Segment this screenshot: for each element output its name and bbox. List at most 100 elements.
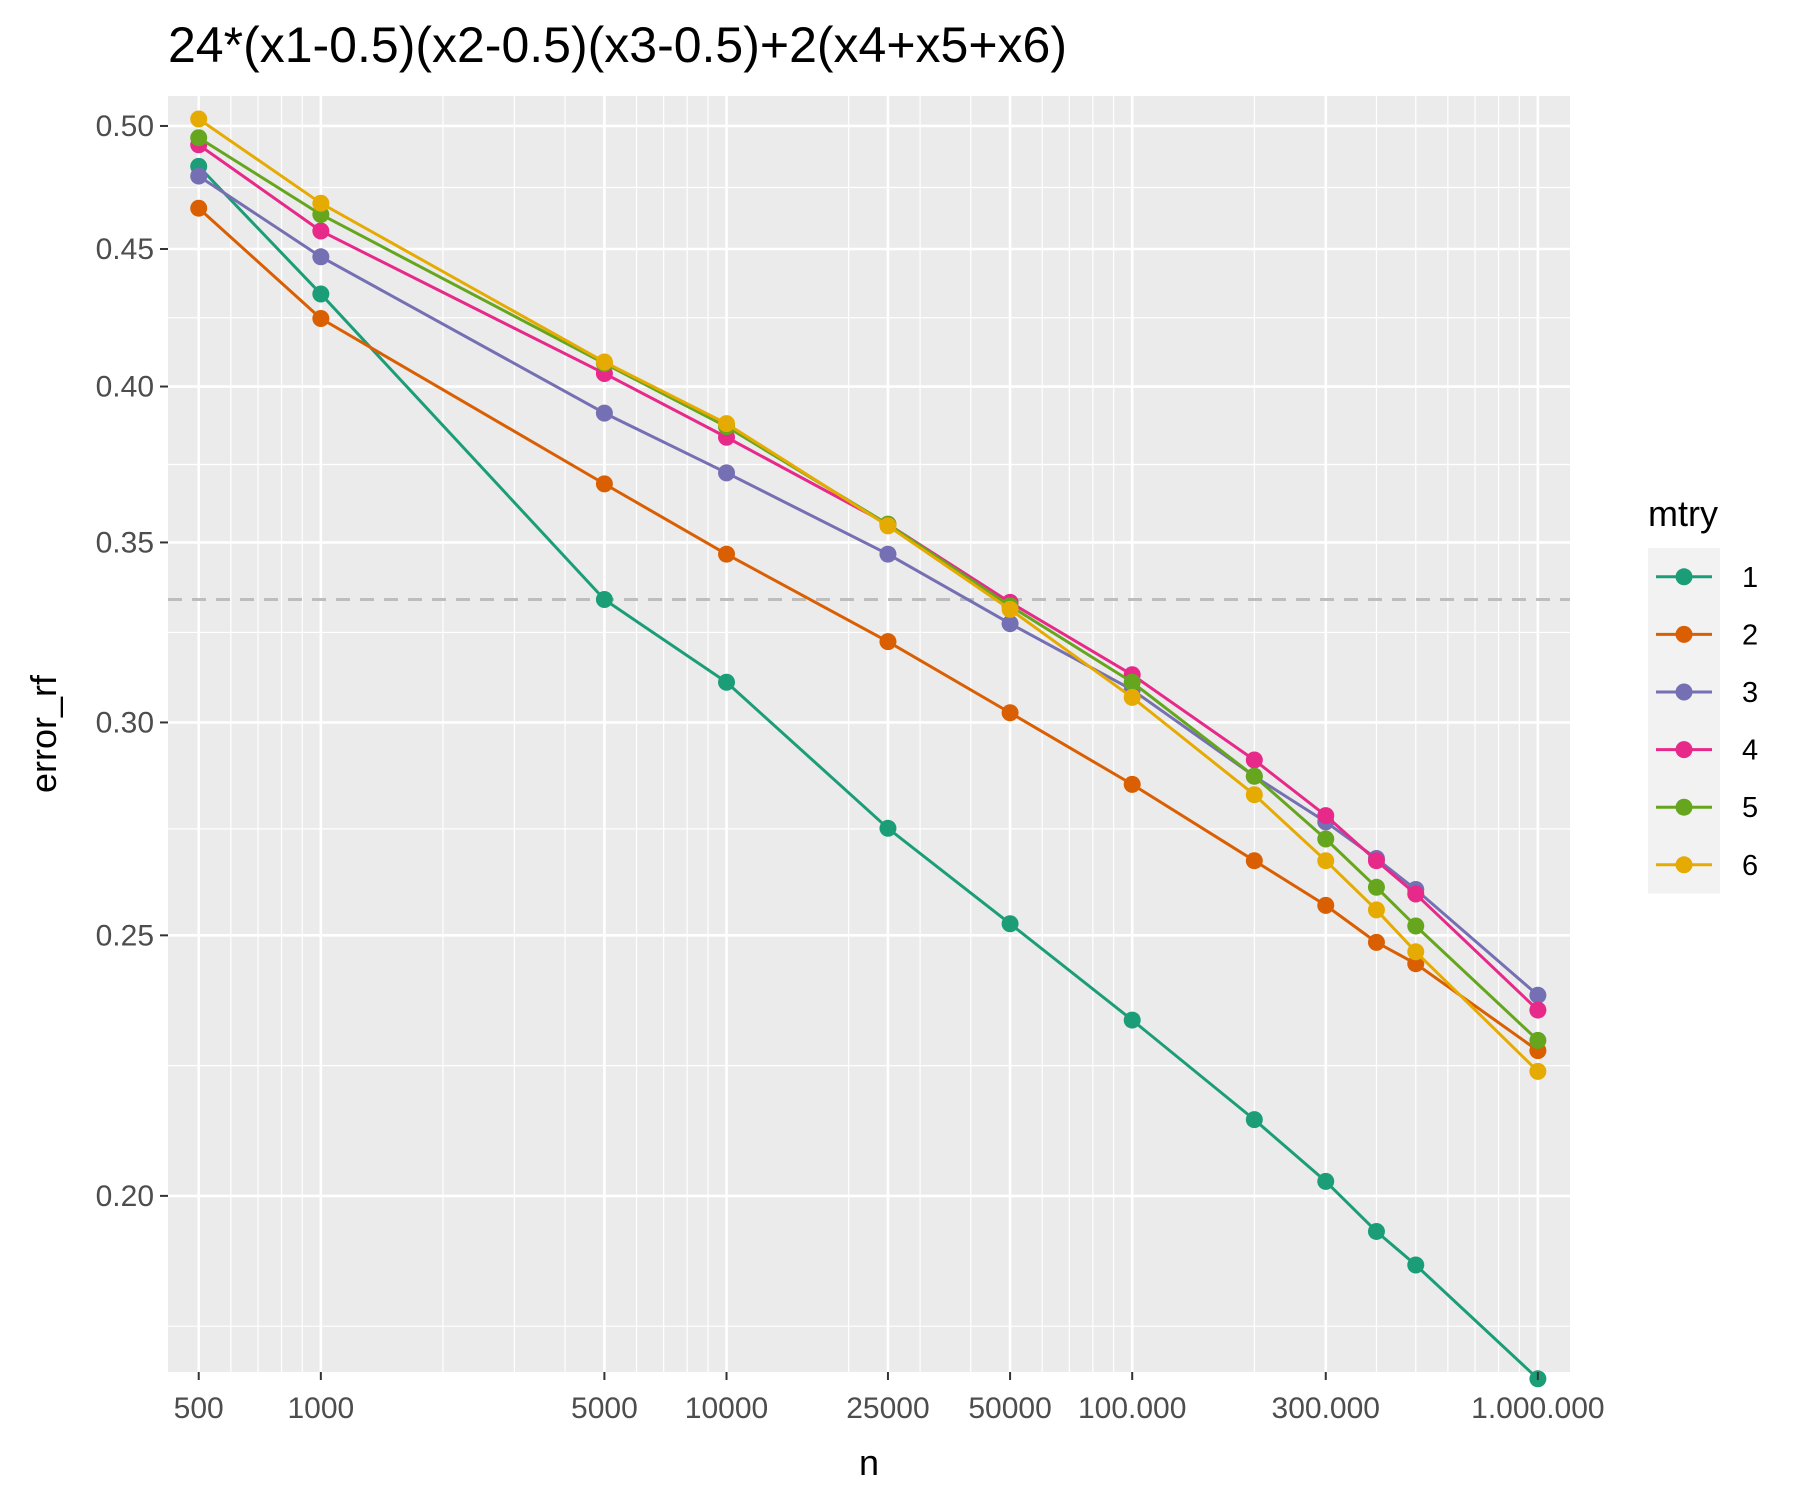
data-point: [1245, 786, 1263, 804]
data-point: [718, 415, 736, 433]
y-tick-label: 0.20: [96, 1180, 154, 1213]
series-mtry-1: [190, 157, 1547, 1388]
x-axis-ticks: 500 1000 5000 10000 25000 50000 100.000 300.000…: [174, 1372, 1605, 1425]
x-tick-label: 5000: [571, 1392, 638, 1425]
data-point: [1123, 775, 1141, 793]
data-point: [1529, 1001, 1547, 1019]
legend-label: 1: [1742, 562, 1758, 594]
data-point: [1407, 943, 1425, 961]
data-point: [1407, 955, 1425, 973]
plot-panel: [168, 96, 1570, 1372]
data-point: [1317, 852, 1335, 870]
series-group: [190, 110, 1547, 1388]
x-tick-label: 100.000: [1078, 1392, 1186, 1425]
legend-item: 6: [1656, 850, 1758, 882]
legend-item: 5: [1656, 792, 1758, 824]
data-point: [312, 309, 330, 327]
data-point: [190, 167, 208, 185]
major-gridlines: [168, 96, 1570, 1372]
x-tick-label: 50000: [968, 1392, 1051, 1425]
data-point: [1367, 901, 1385, 919]
series-line: [197, 165, 1539, 1380]
y-axis-title: error_rf: [23, 674, 64, 793]
data-point: [1001, 704, 1019, 722]
legend-key-point: [1675, 683, 1693, 701]
data-point: [718, 464, 736, 482]
data-point: [1367, 933, 1385, 951]
data-point: [1367, 852, 1385, 870]
series-line: [197, 136, 1539, 1042]
y-tick-label: 0.40: [96, 371, 154, 404]
data-point: [312, 285, 330, 303]
data-point: [312, 194, 330, 212]
data-point: [1407, 917, 1425, 935]
data-point: [190, 129, 208, 147]
series-mtry-6: [190, 110, 1547, 1080]
data-point: [1529, 1031, 1547, 1049]
x-axis-title: n: [859, 1442, 879, 1483]
legend-title: mtry: [1648, 493, 1718, 534]
data-point: [595, 475, 613, 493]
data-point: [718, 545, 736, 563]
data-point: [879, 633, 897, 651]
data-point: [879, 545, 897, 563]
data-point: [312, 222, 330, 240]
legend: 1 2 3 4 5 6: [1648, 548, 1758, 894]
x-tick-label: 500: [174, 1392, 224, 1425]
data-point: [1245, 852, 1263, 870]
data-point: [1529, 986, 1547, 1004]
legend-label: 4: [1742, 735, 1758, 767]
legend-key-point: [1675, 856, 1693, 874]
data-point: [1001, 615, 1019, 633]
x-tick-label: 1000: [287, 1392, 354, 1425]
y-tick-label: 0.25: [96, 919, 154, 952]
data-point: [1317, 830, 1335, 848]
data-point: [1317, 1172, 1335, 1190]
data-point: [595, 404, 613, 422]
legend-key-background: [1648, 548, 1720, 894]
data-point: [1123, 688, 1141, 706]
data-point: [190, 199, 208, 217]
data-point: [1245, 767, 1263, 785]
data-point: [718, 673, 736, 691]
data-point: [190, 110, 208, 128]
data-point: [1317, 896, 1335, 914]
data-point: [879, 517, 897, 535]
data-point: [1123, 1011, 1141, 1029]
legend-item: 2: [1656, 619, 1758, 651]
data-point: [1529, 1062, 1547, 1080]
data-point: [1367, 1222, 1385, 1240]
y-tick-label: 0.45: [96, 233, 154, 266]
series-mtry-2: [190, 199, 1547, 1060]
y-axis-ticks: 0.20 0.25 0.30 0.35 0.40 0.45 0.50: [96, 110, 168, 1213]
x-tick-label: 1.000.000: [1471, 1392, 1604, 1425]
data-point: [1245, 1111, 1263, 1129]
data-point: [1123, 673, 1141, 691]
data-point: [1407, 1256, 1425, 1274]
legend-key-point: [1675, 741, 1693, 759]
legend-key-point: [1675, 798, 1693, 816]
legend-label: 3: [1742, 677, 1758, 709]
x-tick-label: 300.000: [1272, 1392, 1380, 1425]
legend-item: 4: [1656, 735, 1758, 767]
legend-item: 1: [1656, 562, 1758, 594]
data-point: [1317, 807, 1335, 825]
y-tick-label: 0.35: [96, 526, 154, 559]
chart-title: 24*(x1-0.5)(x2-0.5)(x3-0.5)+2(x4+x5+x6): [168, 17, 1067, 73]
data-point: [1367, 878, 1385, 896]
x-tick-label: 25000: [846, 1392, 929, 1425]
legend-key-point: [1675, 625, 1693, 643]
data-point: [879, 819, 897, 837]
data-point: [595, 353, 613, 371]
y-tick-label: 0.30: [96, 706, 154, 739]
legend-label: 6: [1742, 850, 1758, 882]
legend-item: 3: [1656, 677, 1758, 709]
series-line: [197, 143, 1539, 1012]
data-point: [595, 591, 613, 609]
y-tick-label: 0.50: [96, 110, 154, 143]
series-line: [197, 117, 1539, 1073]
data-point: [1001, 915, 1019, 933]
data-point: [1407, 885, 1425, 903]
legend-key-point: [1675, 568, 1693, 586]
